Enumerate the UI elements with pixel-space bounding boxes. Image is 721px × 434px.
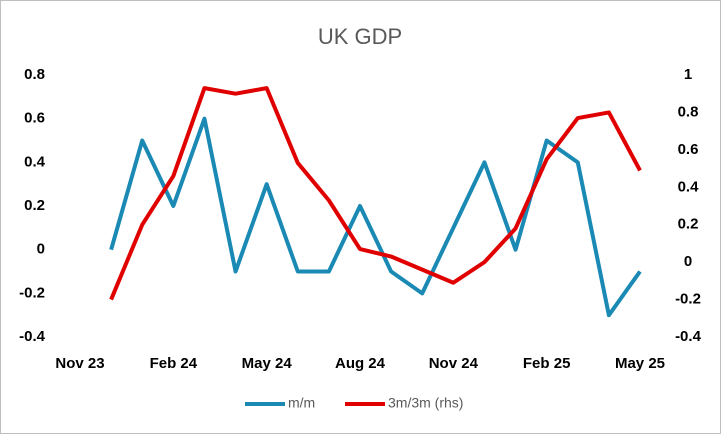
x-tick-label: Nov 24 — [429, 355, 479, 372]
y-tick-label: 0.6 — [24, 110, 45, 127]
y2-tick-label: -0.2 — [675, 291, 701, 308]
y-tick-label: 0.4 — [24, 153, 46, 170]
y-tick-label: -0.2 — [19, 284, 45, 301]
x-tick-label: May 25 — [615, 355, 665, 372]
chart-title: UK GDP — [318, 24, 402, 49]
x-tick-label: Aug 24 — [335, 355, 386, 372]
x-tick-label: Feb 24 — [150, 355, 198, 372]
y2-tick-label: 0.2 — [678, 216, 699, 233]
x-tick-label: Nov 23 — [55, 355, 104, 372]
y2-tick-label: 0.8 — [678, 103, 699, 120]
y-tick-label: -0.4 — [19, 328, 46, 345]
y-tick-label: 0.8 — [24, 66, 45, 83]
y2-tick-label: 0 — [684, 253, 692, 270]
x-tick-label: May 24 — [242, 355, 293, 372]
legend-label: m/m — [288, 395, 315, 411]
x-tick-label: Feb 25 — [523, 355, 571, 372]
y-tick-label: 0 — [37, 241, 45, 258]
y2-tick-label: -0.4 — [675, 328, 702, 345]
y2-tick-label: 0.6 — [678, 141, 699, 158]
y2-tick-label: 1 — [684, 66, 692, 83]
y-tick-label: 0.2 — [24, 197, 45, 214]
series-line — [109, 86, 642, 301]
legend-label: 3m/3m (rhs) — [388, 395, 463, 411]
series-line — [109, 116, 642, 318]
y2-tick-label: 0.4 — [678, 178, 700, 195]
